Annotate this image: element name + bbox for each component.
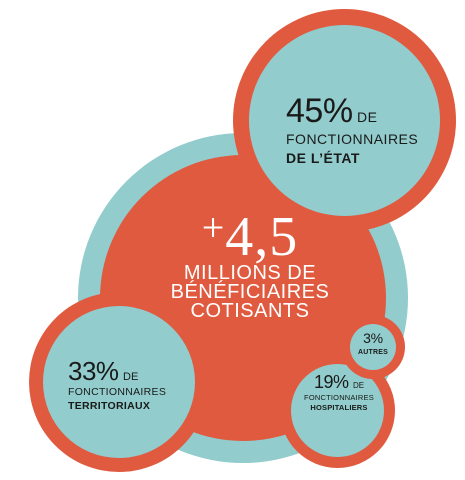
territoriaux-text: 33% DE FONCTIONNAIRES TERRITORIAUX: [68, 356, 167, 413]
etat-de: DE: [357, 109, 378, 125]
total-label-line2: BÉNÉFICIAIRES: [170, 281, 330, 303]
hospitaliers-text: 19% DE FONCTIONNAIRES HOSPITALIERS: [299, 373, 379, 413]
autres-percent: 3: [363, 330, 371, 346]
autres-unit: %: [370, 330, 383, 346]
total-value: +4,5: [150, 205, 350, 268]
etat-circle: [249, 25, 440, 216]
territoriaux-percent: 33: [68, 356, 96, 386]
hospitaliers-unit: %: [332, 372, 349, 392]
total-number: 4,5: [225, 206, 299, 268]
territoriaux-circle: [43, 306, 195, 458]
etat-percent: 45: [286, 92, 323, 130]
hospitaliers-line2: HOSPITALIERS: [310, 402, 368, 412]
territoriaux-line1: FONCTIONNAIRES: [68, 386, 167, 399]
total-text: +4,5 MILLIONS DE BÉNÉFICIAIRES COTISANTS: [150, 208, 350, 322]
hospitaliers-line1: FONCTIONNAIRES: [304, 392, 374, 402]
territoriaux-unit: %: [95, 356, 119, 386]
hospitaliers-percent: 19: [313, 372, 334, 392]
territoriaux-line2: TERRITORIAUX: [68, 400, 151, 413]
hospitaliers-de: DE: [352, 381, 365, 390]
autres-circle: [350, 324, 396, 370]
total-label-line1: MILLIONS DE: [183, 262, 317, 284]
hospitaliers-circle: [291, 364, 384, 457]
etat-line1: FONCTIONNAIRES: [286, 130, 419, 147]
autres-text: 3% AUTRES: [353, 331, 393, 358]
etat-text: 45% DE FONCTIONNAIRES DE L’ÉTAT: [286, 92, 419, 168]
etat-unit: %: [322, 92, 353, 130]
etat-line2: DE L’ÉTAT: [286, 149, 360, 166]
total-sign: +: [201, 205, 226, 250]
territoriaux-de: DE: [123, 371, 139, 383]
autres-line1: AUTRES: [358, 348, 388, 356]
total-label-line3: COTISANTS: [190, 300, 310, 322]
